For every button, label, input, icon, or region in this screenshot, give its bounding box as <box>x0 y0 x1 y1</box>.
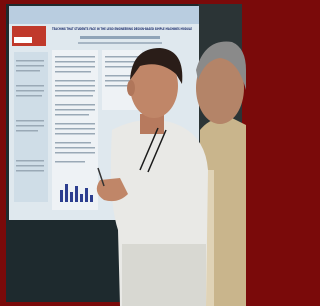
poster-column <box>14 52 48 202</box>
photo: TEACHING THAT STUDENTS FACE IN THE LEGO … <box>0 0 246 306</box>
trousers <box>122 244 206 306</box>
poster-title: TEACHING THAT STUDENTS FACE IN THE LEGO … <box>52 27 192 31</box>
authors-line <box>80 36 160 39</box>
logo-mark <box>14 37 32 43</box>
poster-header <box>9 6 199 24</box>
affiliation-line <box>78 42 162 44</box>
ear <box>127 80 135 96</box>
